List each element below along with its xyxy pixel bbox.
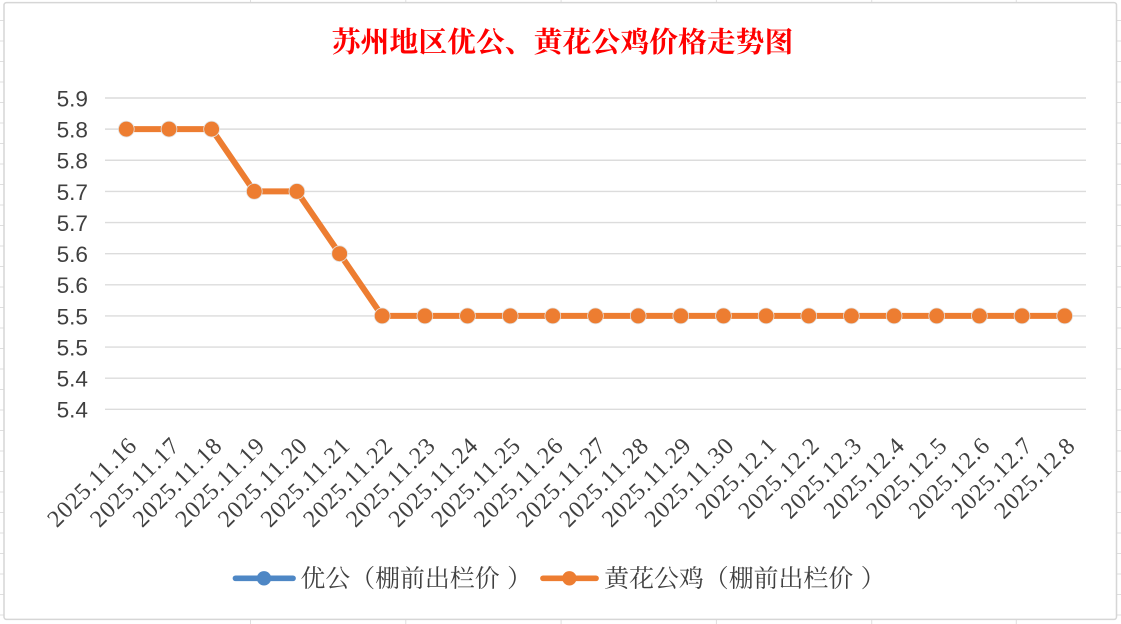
svg-text:5.5: 5.5 <box>57 335 88 360</box>
svg-text:5.4: 5.4 <box>57 367 88 392</box>
svg-text:5.9: 5.9 <box>57 86 88 111</box>
svg-text:5.6: 5.6 <box>57 242 88 267</box>
svg-text:5.6: 5.6 <box>57 273 88 298</box>
svg-text:5.5: 5.5 <box>57 304 88 329</box>
svg-text:5.7: 5.7 <box>57 180 88 205</box>
svg-text:5.7: 5.7 <box>57 211 88 236</box>
svg-text:5.8: 5.8 <box>57 118 88 143</box>
svg-text:5.4: 5.4 <box>57 398 88 423</box>
svg-text:5.8: 5.8 <box>57 149 88 174</box>
